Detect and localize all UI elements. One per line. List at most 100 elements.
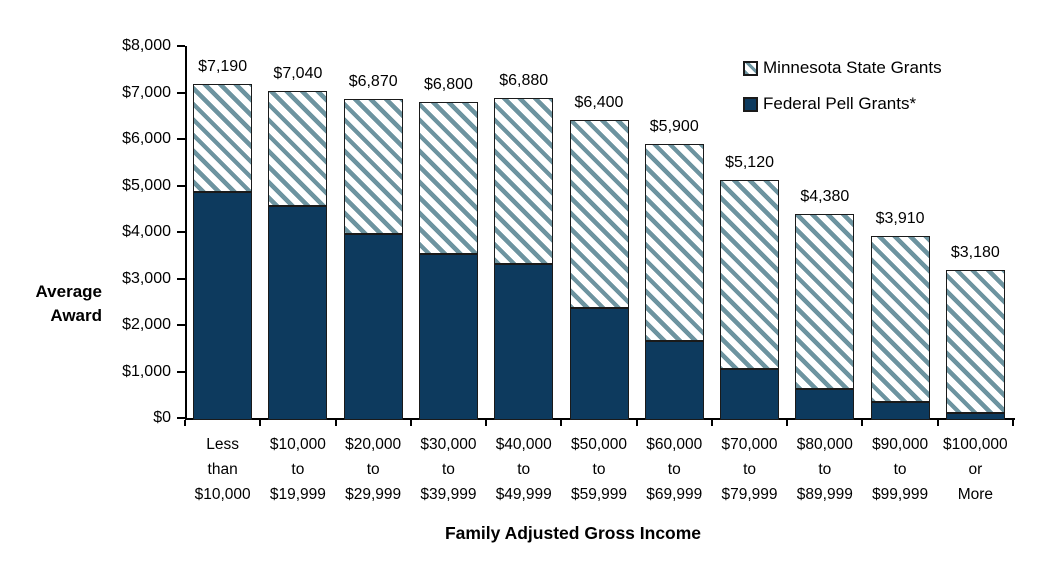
federal-pell-segment — [721, 367, 779, 419]
category-label-line: to — [818, 461, 832, 478]
bar-total-label: $6,880 — [499, 72, 549, 90]
y-axis-title: Average Award — [10, 280, 102, 328]
x-axis-category-label: Less than $10,000 — [179, 432, 266, 507]
x-axis-tick — [936, 420, 939, 426]
bar-total-label: $3,910 — [875, 210, 925, 228]
category-label-line: $40,000 — [495, 436, 552, 453]
y-axis-tick-label: $8,000 — [122, 37, 171, 54]
y-axis-tick — [177, 184, 185, 187]
category-label-line: to — [743, 461, 756, 478]
category-label-line: $99,999 — [872, 486, 929, 503]
category-label-line: $19,999 — [269, 486, 326, 503]
bar-total-label: $4,380 — [800, 188, 850, 206]
category-label-line: $49,999 — [495, 486, 552, 503]
bar--90-000-to-99-999 — [870, 236, 930, 420]
bar-total-label: $5,900 — [649, 117, 699, 135]
y-axis-title-line1: Average — [35, 282, 102, 301]
category-label-line: $20,000 — [345, 436, 402, 453]
category-label-line: $50,000 — [570, 436, 627, 453]
y-axis-tick — [177, 277, 185, 280]
federal-pell-segment — [194, 191, 252, 419]
bar-less-than-10-000 — [193, 83, 253, 420]
legend: Minnesota State Grants Federal Pell Gran… — [743, 58, 942, 130]
x-axis-tick — [259, 420, 262, 426]
bar--50-000-to-59-999 — [569, 120, 629, 420]
legend-item-federal-pell-grants: Federal Pell Grants* — [743, 94, 942, 114]
y-axis-tick-label: $4,000 — [122, 223, 171, 240]
category-label-line: Less — [206, 436, 239, 453]
legend-label-minnesota-state-grants: Minnesota State Grants — [763, 58, 942, 77]
bar--40-000-to-49-999 — [494, 98, 554, 420]
x-axis-tick — [560, 420, 563, 426]
category-label-line: or — [968, 461, 983, 478]
category-label-line: $70,000 — [721, 436, 778, 453]
federal-pell-segment — [344, 232, 402, 419]
y-axis-tick-label: $1,000 — [122, 362, 171, 380]
category-label-line: to — [667, 461, 681, 478]
bar--80-000-to-89-999 — [795, 214, 855, 420]
bar--100-000-or-more — [945, 270, 1005, 420]
x-axis-category-label: $20,000 to $29,999 — [330, 432, 417, 507]
y-axis-tick — [177, 370, 185, 373]
x-axis-tick — [184, 420, 186, 426]
y-axis-tick-label: $3,000 — [122, 269, 171, 287]
category-label-line: to — [517, 461, 531, 478]
x-axis-category-label: $40,000 to $49,999 — [480, 432, 567, 507]
federal-pell-segment — [871, 400, 929, 419]
category-label-line: to — [441, 461, 455, 478]
bar--10-000-to-19-999 — [268, 90, 328, 420]
federal-pell-grants-swatch-icon — [743, 96, 758, 112]
minnesota-state-grants-swatch-icon — [743, 60, 758, 76]
bar--20-000-to-29-999 — [343, 98, 403, 420]
x-axis-tick — [861, 420, 864, 426]
category-label-line: $79,999 — [721, 486, 778, 503]
category-label-line: $10,000 — [269, 436, 326, 453]
x-axis-category-label: $80,000 to $89,999 — [781, 432, 868, 507]
category-label-line: $10,000 — [194, 486, 251, 503]
category-label-line: More — [957, 486, 994, 503]
legend-label-federal-pell-grants: Federal Pell Grants* — [763, 94, 917, 113]
y-axis-tick-label: $5,000 — [122, 176, 171, 194]
x-axis-category-label: $90,000 to $99,999 — [856, 432, 943, 507]
x-axis-category-label: $10,000 to $19,999 — [254, 432, 341, 507]
x-axis-category-label: $100,000 or More — [932, 432, 1019, 507]
bar-total-label: $6,800 — [423, 75, 473, 93]
x-axis-category-label: $30,000 to $39,999 — [405, 432, 492, 507]
x-axis-tick — [635, 420, 638, 426]
category-label-line: to — [592, 461, 606, 478]
bar--30-000-to-39-999 — [418, 101, 478, 420]
category-label-line: $89,999 — [796, 486, 853, 503]
y-axis-tick-label: $6,000 — [122, 130, 171, 147]
category-label-line: $60,000 — [646, 436, 703, 453]
bar-total-label: $5,120 — [725, 153, 774, 171]
x-axis-category-label: $60,000 to $69,999 — [631, 432, 718, 507]
x-axis-tick — [710, 420, 713, 426]
x-axis-tick — [409, 420, 412, 426]
bar-total-label: $6,400 — [574, 94, 624, 112]
x-axis-tick — [786, 420, 789, 426]
federal-pell-segment — [946, 412, 1004, 419]
y-axis-tick-label: $2,000 — [122, 316, 171, 333]
federal-pell-segment — [796, 388, 854, 419]
y-axis-tick-label: $0 — [153, 409, 171, 426]
y-axis-tick — [177, 138, 185, 140]
bar-total-label: $7,040 — [273, 64, 323, 82]
category-label-line: $29,999 — [345, 486, 402, 503]
federal-pell-segment — [269, 205, 327, 419]
category-label-line: $100,000 — [943, 436, 1008, 453]
y-axis-tick — [177, 324, 185, 326]
category-label-line: $30,000 — [420, 436, 477, 453]
y-axis-tick — [177, 231, 185, 233]
category-label-line: $90,000 — [872, 436, 929, 453]
category-label-line: $39,999 — [420, 486, 477, 503]
bar--60-000-to-69-999 — [644, 143, 704, 420]
category-label-line: $80,000 — [796, 436, 853, 453]
x-axis-title: Family Adjusted Gross Income — [444, 523, 702, 543]
legend-item-minnesota-state-grants: Minnesota State Grants — [743, 58, 942, 78]
category-label-line: $59,999 — [570, 486, 627, 503]
y-axis-tick-label: $7,000 — [122, 83, 171, 101]
x-axis-category-label: $70,000 to $79,999 — [706, 432, 793, 507]
x-axis-tick — [1012, 420, 1014, 426]
bar--70-000-to-79-999 — [720, 179, 780, 420]
